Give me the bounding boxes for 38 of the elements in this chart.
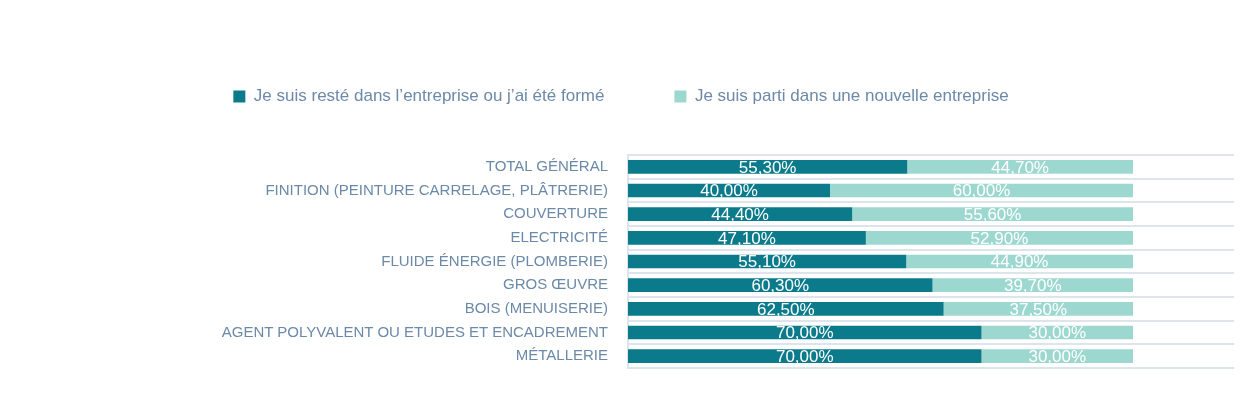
y-tick-label: TOTAL GÉNÉRAL bbox=[485, 156, 608, 174]
bar bbox=[628, 159, 908, 174]
data-label: 37,50% bbox=[1009, 299, 1068, 319]
data-label: 55,60% bbox=[963, 204, 1022, 224]
bar bbox=[865, 230, 1133, 245]
bar bbox=[628, 230, 866, 245]
y-tick-label: FINITION (PEINTURE CARRELAGE, PLÂTRERIE) bbox=[265, 180, 608, 198]
y-tick-label: FLUIDE ÉNERGIE (PLOMBERIE) bbox=[381, 251, 608, 269]
bar bbox=[628, 278, 933, 293]
bar bbox=[628, 207, 853, 222]
data-label: 44,40% bbox=[711, 204, 769, 224]
data-label: 70,00% bbox=[775, 346, 834, 366]
bar bbox=[628, 301, 944, 316]
y-tick-label: AGENT POLYVALENT OU ETUDES ET ENCADREMENT bbox=[221, 322, 608, 340]
data-label: 60,30% bbox=[751, 275, 810, 295]
data-label: 40,00% bbox=[700, 181, 758, 201]
data-label: 70,00% bbox=[775, 323, 834, 343]
data-label: 44,70% bbox=[991, 157, 1049, 177]
y-tick-label: GROS ŒUVRE bbox=[502, 275, 608, 293]
y-tick-label: BOIS (MENUISERIE) bbox=[464, 298, 608, 316]
bar bbox=[628, 349, 982, 364]
data-label: 47,10% bbox=[718, 228, 776, 248]
y-tick-label: COUVERTURE bbox=[503, 204, 608, 222]
data-label: 39,70% bbox=[1003, 275, 1062, 295]
data-label: 55,10% bbox=[738, 252, 796, 272]
bar bbox=[907, 159, 1133, 174]
data-label: 62,50% bbox=[756, 299, 815, 319]
y-tick-label: MÉTALLERIE bbox=[515, 346, 608, 364]
data-label: 52,90% bbox=[970, 228, 1029, 248]
data-label: 30,00% bbox=[1028, 346, 1087, 366]
data-label: 44,90% bbox=[990, 252, 1049, 272]
data-label: 60,00% bbox=[952, 181, 1011, 201]
y-tick-label: ELECTRICITÉ bbox=[510, 227, 608, 245]
bar bbox=[852, 207, 1133, 222]
legend-label: Je suis resté dans l’entreprise ou j’ai été formé bbox=[253, 86, 605, 106]
legend-label: Je suis parti dans une nouvelle entreprise bbox=[694, 86, 1009, 106]
data-label: 55,30% bbox=[738, 157, 797, 177]
data-label: 30,00% bbox=[1028, 323, 1087, 343]
